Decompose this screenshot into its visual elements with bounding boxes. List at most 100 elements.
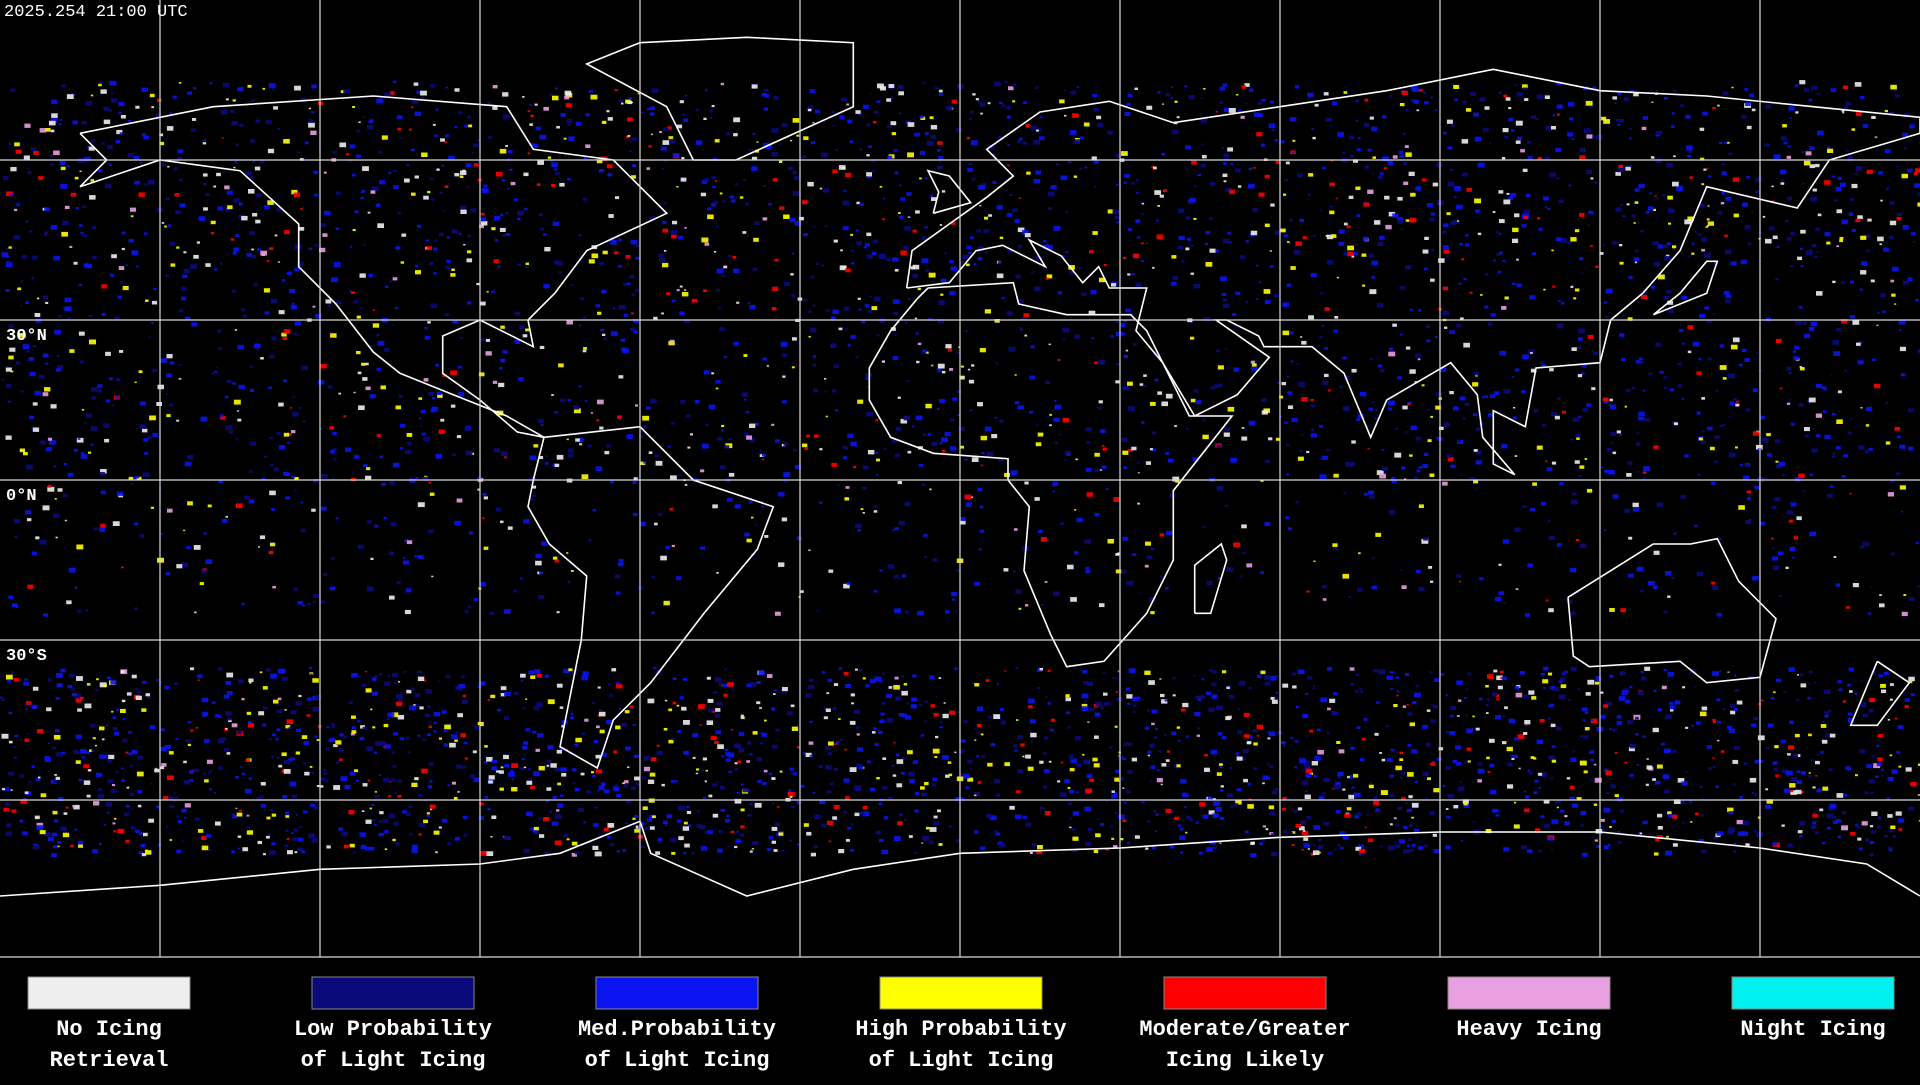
icing-pixel (333, 458, 336, 460)
icing-pixel (1699, 314, 1705, 318)
icing-pixel (414, 777, 418, 780)
icing-pixel (579, 386, 582, 388)
icing-pixel (1201, 97, 1203, 99)
icing-pixel (1289, 243, 1291, 245)
icing-pixel (439, 738, 442, 740)
icing-pixel (1048, 670, 1051, 672)
icing-pixel (1015, 374, 1017, 376)
icing-pixel (906, 380, 909, 382)
icing-pixel (311, 838, 317, 843)
icing-pixel (1157, 391, 1162, 394)
icing-pixel (833, 707, 837, 710)
icing-pixel (76, 735, 82, 739)
icing-pixel (1336, 198, 1338, 200)
icing-pixel (1681, 495, 1687, 499)
icing-pixel (840, 739, 842, 741)
icing-pixel (69, 246, 72, 248)
icing-pixel (839, 116, 844, 120)
icing-pixel (832, 389, 836, 392)
icing-pixel (662, 784, 665, 786)
icing-pixel (1298, 382, 1305, 387)
icing-pixel (1090, 290, 1096, 294)
icing-pixel (396, 406, 402, 410)
icing-pixel (703, 797, 706, 799)
icing-pixel (555, 464, 560, 467)
icing-pixel (1473, 413, 1477, 416)
icing-pixel (904, 416, 911, 421)
icing-pixel (1307, 93, 1314, 98)
icing-pixel (659, 841, 663, 844)
icing-pixel (1538, 228, 1542, 231)
icing-pixel (181, 563, 188, 568)
icing-pixel (339, 758, 343, 761)
icing-pixel (980, 113, 983, 115)
icing-pixel (889, 84, 895, 88)
icing-pixel (726, 758, 731, 762)
icing-pixel (1424, 845, 1428, 848)
icing-pixel (1131, 447, 1136, 451)
icing-pixel (457, 435, 461, 438)
icing-pixel (270, 464, 274, 467)
icing-pixel (156, 402, 162, 406)
icing-pixel (901, 364, 903, 366)
icing-pixel (284, 329, 291, 334)
icing-pixel (185, 462, 192, 467)
icing-pixel (407, 433, 413, 437)
icing-pixel (663, 140, 670, 145)
icing-pixel (1343, 831, 1347, 834)
icing-pixel (1339, 230, 1345, 234)
icing-pixel (1424, 268, 1428, 271)
icing-pixel (1702, 112, 1708, 116)
icing-pixel (1258, 102, 1262, 105)
icing-pixel (144, 232, 147, 234)
icing-pixel (1145, 542, 1151, 546)
icing-pixel (995, 362, 998, 364)
icing-pixel (1035, 87, 1038, 89)
icing-pixel (1416, 437, 1422, 441)
icing-pixel (1567, 777, 1570, 779)
icing-pixel (481, 213, 485, 216)
icing-pixel (474, 598, 479, 601)
icing-pixel (111, 98, 117, 102)
icing-pixel (746, 760, 750, 763)
icing-pixel (1902, 612, 1908, 616)
icing-pixel (273, 106, 278, 109)
icing-pixel (1571, 500, 1578, 505)
icing-pixel (427, 815, 431, 818)
icing-pixel (683, 852, 686, 854)
icing-pixel (244, 496, 250, 500)
icing-pixel (239, 385, 245, 389)
icing-pixel (615, 784, 618, 786)
icing-pixel (1249, 421, 1256, 426)
icing-pixel (488, 136, 492, 139)
icing-pixel (991, 434, 997, 438)
icing-pixel (859, 149, 861, 151)
icing-pixel (500, 214, 503, 216)
icing-pixel (1734, 843, 1736, 845)
icing-pixel (1443, 785, 1446, 787)
icing-pixel (1014, 750, 1017, 752)
icing-pixel (903, 246, 909, 250)
icing-pixel (672, 545, 675, 547)
icing-pixel (242, 847, 248, 851)
icing-pixel (1328, 852, 1333, 855)
icing-pixel (149, 336, 151, 338)
icing-pixel (1046, 278, 1049, 280)
icing-pixel (683, 118, 688, 122)
icing-pixel (827, 821, 833, 825)
icing-pixel (628, 135, 631, 137)
icing-pixel (883, 198, 885, 200)
icing-pixel (1405, 152, 1411, 157)
icing-pixel (1740, 464, 1743, 466)
icing-pixel (314, 807, 318, 810)
icing-pixel (659, 253, 664, 257)
icing-pixel (898, 397, 901, 399)
icing-pixel (29, 357, 34, 361)
icing-pixel (743, 179, 746, 181)
icing-pixel (1407, 845, 1410, 847)
icing-pixel (361, 363, 365, 366)
icing-pixel (1092, 94, 1097, 97)
icing-pixel (1378, 176, 1383, 180)
icing-pixel (1788, 844, 1793, 848)
icing-pixel (330, 586, 336, 590)
